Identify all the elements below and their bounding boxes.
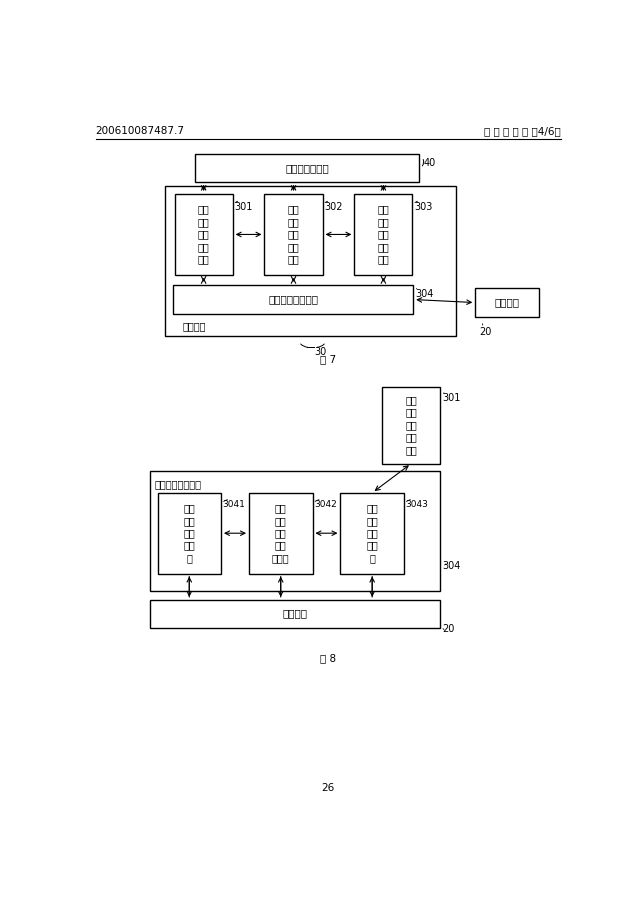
Text: 26: 26 bbox=[321, 783, 335, 793]
Bar bbox=[340, 493, 404, 574]
Text: 301: 301 bbox=[234, 201, 253, 211]
Bar bbox=[157, 493, 221, 574]
Bar bbox=[382, 386, 440, 464]
Bar bbox=[195, 154, 419, 181]
Text: 3043: 3043 bbox=[406, 500, 428, 509]
Text: 本地地图数据库: 本地地图数据库 bbox=[285, 163, 329, 173]
Text: 30: 30 bbox=[314, 347, 326, 357]
Text: 地图
基础
对象
计算
子模块: 地图 基础 对象 计算 子模块 bbox=[272, 504, 289, 563]
Text: 3042: 3042 bbox=[314, 500, 337, 509]
Bar bbox=[165, 187, 456, 336]
Text: 40: 40 bbox=[423, 158, 436, 168]
Bar bbox=[175, 194, 233, 275]
Text: 301: 301 bbox=[443, 393, 461, 403]
Text: 地图
数据
调用
子模
块: 地图 数据 调用 子模 块 bbox=[184, 504, 195, 563]
Bar bbox=[150, 471, 440, 590]
Text: 304: 304 bbox=[443, 561, 461, 571]
Text: 地图
数据
装载
子模
块: 地图 数据 装载 子模 块 bbox=[366, 504, 378, 563]
Text: 接口模块: 接口模块 bbox=[495, 298, 520, 308]
Text: 图 8: 图 8 bbox=[320, 653, 336, 663]
Text: 地图
引擎
功能
计算
模块: 地图 引擎 功能 计算 模块 bbox=[405, 395, 417, 455]
Text: 说 明 书 附 图 第4/6页: 说 明 书 附 图 第4/6页 bbox=[484, 126, 561, 136]
Bar bbox=[150, 599, 440, 628]
Text: 地图引擎: 地图引擎 bbox=[182, 321, 206, 331]
Text: 图 7: 图 7 bbox=[320, 354, 336, 364]
Bar bbox=[264, 194, 323, 275]
Text: 地图
引擎
功能
控制
模块: 地图 引擎 功能 控制 模块 bbox=[287, 205, 300, 264]
Text: 地图
引擎
交互
显示
模块: 地图 引擎 交互 显示 模块 bbox=[378, 205, 389, 264]
Text: 200610087487.7: 200610087487.7 bbox=[95, 126, 184, 136]
Text: 20: 20 bbox=[479, 327, 492, 337]
Text: 302: 302 bbox=[324, 201, 342, 211]
Text: 303: 303 bbox=[414, 201, 433, 211]
Text: 304: 304 bbox=[415, 289, 434, 299]
Bar bbox=[249, 493, 312, 574]
Text: 地图引擎核心模块: 地图引擎核心模块 bbox=[154, 479, 202, 489]
Bar bbox=[355, 194, 412, 275]
Text: 地图
引擎
功能
计算
模块: 地图 引擎 功能 计算 模块 bbox=[198, 205, 209, 264]
Text: 3041: 3041 bbox=[223, 500, 246, 509]
Bar bbox=[476, 288, 539, 317]
Text: 接口模块: 接口模块 bbox=[283, 609, 308, 619]
Text: 20: 20 bbox=[443, 624, 455, 634]
Bar bbox=[173, 285, 413, 314]
Text: 地图引擎核心模块: 地图引擎核心模块 bbox=[268, 294, 318, 304]
